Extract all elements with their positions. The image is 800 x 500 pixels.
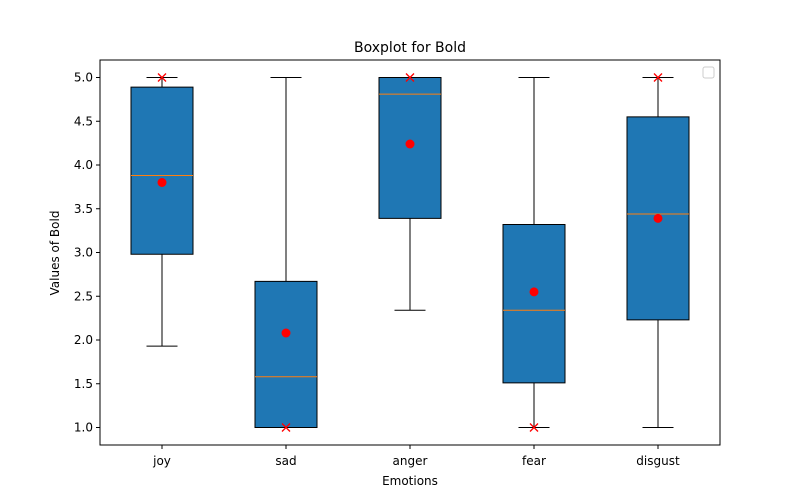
flier-stroke [281, 423, 291, 432]
mean-marker [405, 139, 415, 149]
box-group-joy [130, 73, 194, 347]
flier-marker [281, 423, 291, 432]
y-tick-label: 1.5 [74, 377, 93, 391]
x-tick-label: joy [152, 454, 171, 468]
flier-marker [405, 73, 415, 82]
y-tick-label: 1.0 [74, 421, 93, 435]
mean-marker [529, 287, 539, 297]
x-tick-label: anger [393, 454, 428, 468]
y-tick-label: 4.5 [74, 114, 93, 128]
x-axis-label: Emotions [382, 474, 438, 488]
box [254, 280, 318, 428]
y-tick-label: 4.0 [74, 158, 93, 172]
box-group-anger [378, 73, 442, 311]
y-tick-label: 3.0 [74, 246, 93, 260]
flier-stroke [653, 73, 663, 82]
legend-box [702, 66, 715, 79]
x-tick-label: sad [275, 454, 296, 468]
flier-stroke [405, 73, 415, 82]
box [130, 86, 194, 255]
box [502, 224, 566, 384]
y-tick-label: 2.0 [74, 333, 93, 347]
y-tick-label: 3.5 [74, 202, 93, 216]
flier-marker [529, 423, 539, 432]
box-group-fear [502, 77, 566, 432]
plot-area: 1.0 1.5 2.0 2.5 3.0 3.5 4.0 4.5 5.0 joy sad anger fe… [74, 71, 690, 468]
y-tick-label: 5.0 [74, 71, 93, 85]
mean-marker [157, 178, 167, 187]
mean-marker [281, 328, 291, 338]
flier-stroke [529, 423, 539, 432]
mean-marker [653, 213, 663, 223]
axes-frame [99, 59, 721, 446]
flier-marker [157, 73, 167, 82]
box-group-disgust [626, 73, 690, 428]
y-tick-label: 2.5 [74, 289, 93, 303]
chart-title: Boxplot for Bold [354, 40, 466, 56]
flier-stroke [157, 73, 167, 82]
y-axis-label: Values of Bold [48, 211, 62, 296]
x-tick-label: disgust [636, 454, 680, 468]
flier-marker [653, 73, 663, 82]
box-group-sad [254, 77, 318, 432]
x-tick-label: fear [522, 454, 546, 468]
